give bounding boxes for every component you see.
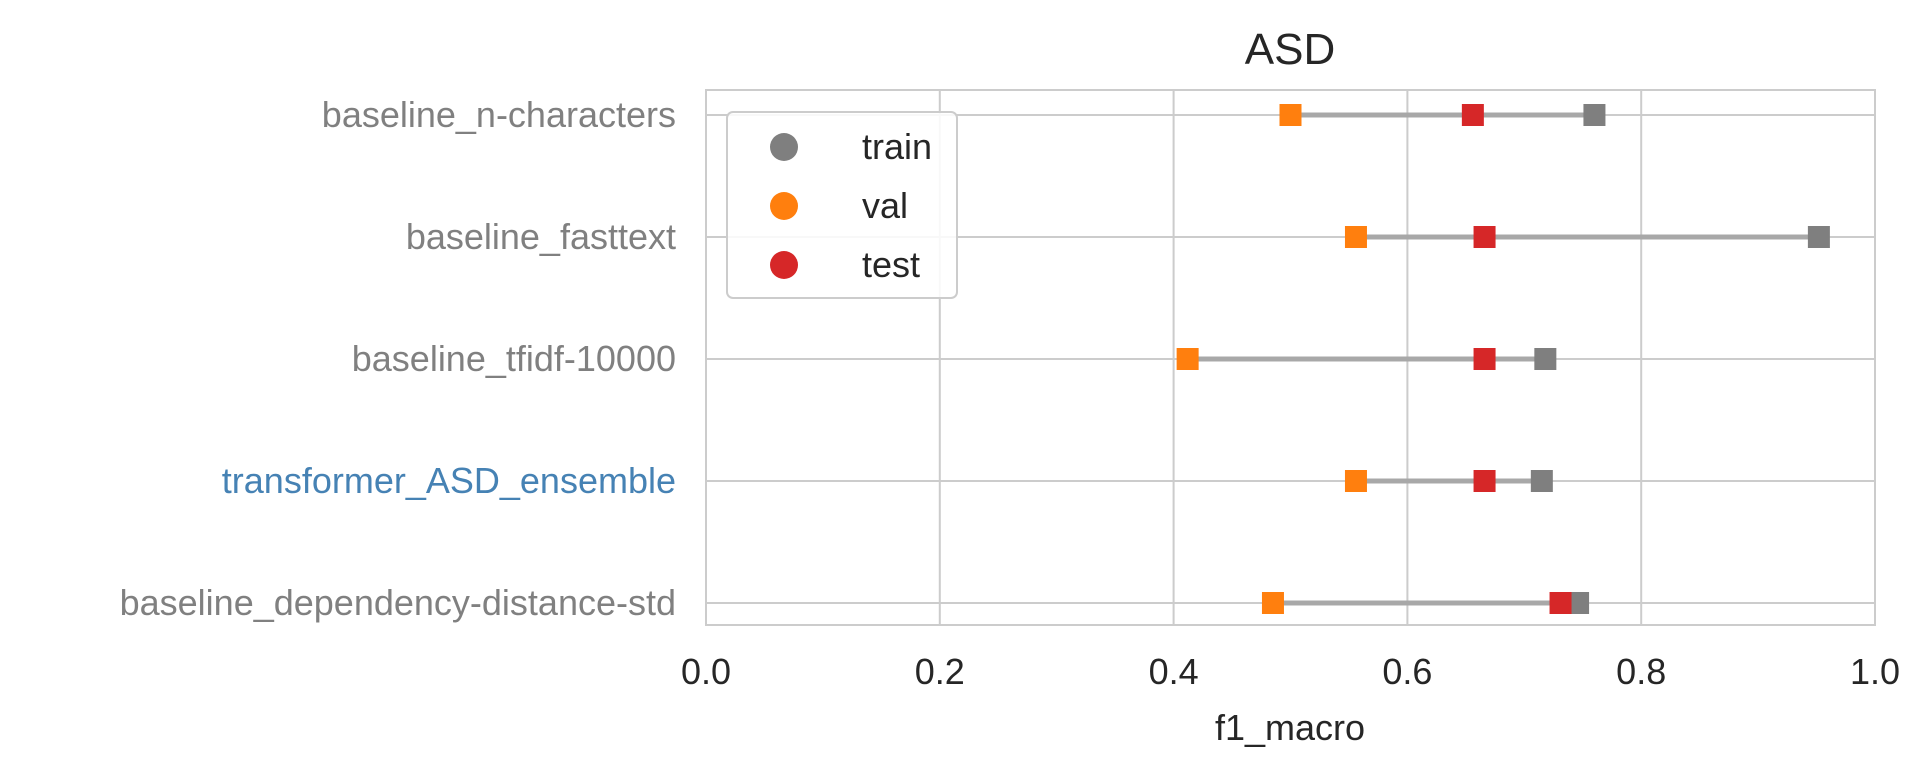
legend-marker-val bbox=[770, 192, 798, 220]
marker-test bbox=[1473, 226, 1496, 248]
x-tick-labels: 0.0 0.2 0.4 0.6 0.8 1.0 bbox=[681, 651, 1900, 692]
legend-marker-train bbox=[770, 133, 798, 161]
category-label: transformer_ASD_ensemble bbox=[222, 460, 676, 501]
marker-val bbox=[1176, 348, 1199, 370]
legend-label-test: test bbox=[862, 244, 920, 285]
legend-marker-test bbox=[770, 251, 798, 279]
marker-train bbox=[1807, 226, 1830, 248]
category-label: baseline_n-characters bbox=[322, 94, 676, 135]
category-label: baseline_tfidf-10000 bbox=[352, 338, 676, 379]
x-tick-label: 1.0 bbox=[1850, 651, 1900, 692]
chart-title: ASD bbox=[1245, 25, 1335, 74]
marker-test bbox=[1549, 592, 1572, 614]
x-tick-label: 0.0 bbox=[681, 651, 731, 692]
marker-val bbox=[1261, 592, 1284, 614]
marker-test bbox=[1473, 470, 1496, 492]
marker-val bbox=[1344, 226, 1367, 248]
plot-frame bbox=[705, 89, 1876, 626]
x-tick-label: 0.2 bbox=[915, 651, 965, 692]
x-tick-label: 0.4 bbox=[1149, 651, 1199, 692]
x-tick-label: 0.6 bbox=[1382, 651, 1432, 692]
marker-train bbox=[1583, 104, 1606, 126]
category-labels: baseline_n-characters baseline_fasttextba… bbox=[120, 94, 676, 623]
markers bbox=[1176, 104, 1830, 614]
category-label: baseline_fasttext bbox=[406, 216, 676, 257]
legend: train val test bbox=[726, 111, 958, 299]
legend-label-val: val bbox=[862, 185, 908, 226]
marker-test bbox=[1473, 348, 1496, 370]
marker-train bbox=[1534, 348, 1557, 370]
marker-val bbox=[1344, 470, 1367, 492]
marker-train bbox=[1530, 470, 1553, 492]
legend-label-train: train bbox=[862, 126, 932, 167]
marker-val bbox=[1279, 104, 1302, 126]
marker-train bbox=[1567, 592, 1590, 614]
x-tick-label: 0.8 bbox=[1616, 651, 1666, 692]
marker-test bbox=[1461, 104, 1484, 126]
category-label: baseline_dependency-distance-std bbox=[120, 582, 676, 623]
x-axis-label: f1_macro bbox=[1215, 707, 1365, 748]
